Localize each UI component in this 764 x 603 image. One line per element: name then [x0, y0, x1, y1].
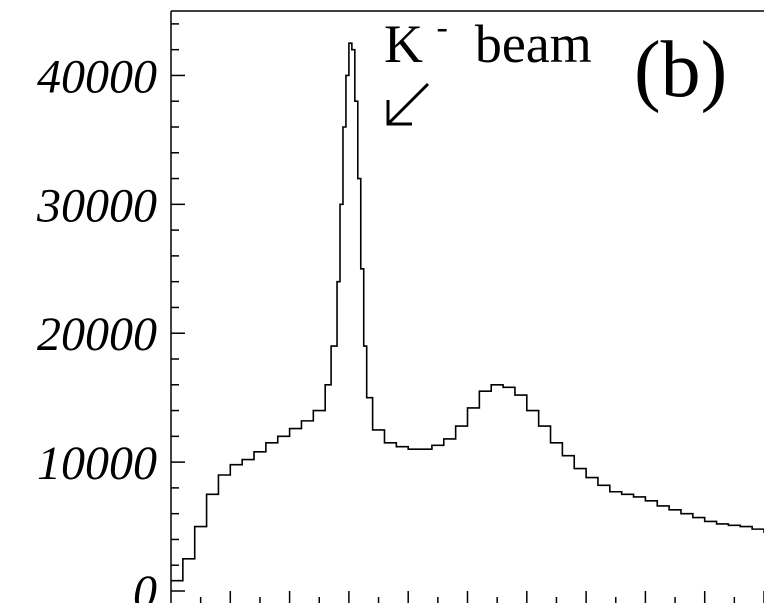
x-axis-ticks: [170, 591, 764, 603]
histogram-line: [171, 42, 764, 582]
histogram-series: [171, 42, 764, 582]
plot-frame: [170, 10, 764, 591]
y-tick-label: 0: [133, 566, 157, 603]
annotation-suffix: beam: [461, 14, 591, 74]
arrow-head: [386, 100, 412, 126]
annotation-arrow-icon: [386, 82, 430, 126]
annotation-superscript: -: [437, 9, 448, 46]
y-axis-tick-labels: 0 10000 20000 30000 40000: [36, 50, 157, 603]
annotation-k: K: [384, 14, 423, 74]
annotation-k-beam: K - beam: [384, 0, 592, 74]
y-tick-label: 10000: [37, 437, 157, 490]
y-tick-label: 20000: [37, 308, 157, 361]
arrow-shaft: [386, 82, 430, 126]
panel-label: (b): [634, 26, 727, 114]
y-tick-label: 40000: [37, 50, 157, 103]
y-tick-label: 30000: [36, 179, 157, 232]
y-axis-ticks: [171, 23, 185, 592]
